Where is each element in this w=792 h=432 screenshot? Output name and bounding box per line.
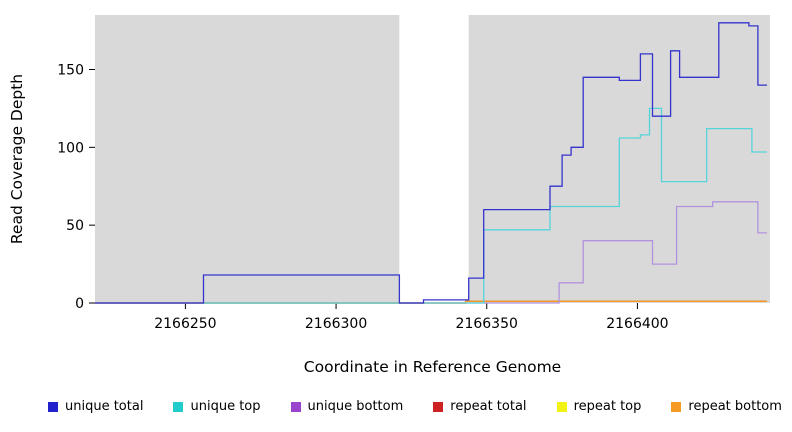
series-unique-total [95,22,767,304]
y-tick-label: 50 [66,218,84,234]
legend-swatch-icon [48,401,58,412]
legend-swatch-icon [556,401,567,412]
legend-item-repeat-top: repeat top [556,399,642,414]
legend-swatch-icon [290,401,301,412]
series-unique-bottom [95,201,767,304]
x-tick-label: 2166300 [305,316,367,332]
legend-label: repeat total [450,399,527,414]
chart-legend: unique total unique top unique bottom repea… [48,399,782,414]
legend-item-repeat-total: repeat total [433,399,527,414]
legend-swatch-icon [173,401,184,412]
legend-label: unique top [190,399,261,414]
legend-label: repeat bottom [688,399,782,414]
legend-item-unique-bottom: unique bottom [290,399,404,414]
legend-item-unique-top: unique top [173,399,261,414]
legend-label: unique total [65,399,144,414]
legend-item-repeat-bottom: repeat bottom [671,399,782,414]
legend-swatch-icon [671,401,682,412]
y-axis-title: Read Coverage Depth [8,74,26,244]
legend-swatch-icon [433,401,444,412]
y-tick-label: 150 [57,62,84,78]
legend-item-unique-total: unique total [48,399,143,414]
y-tick-label: 100 [57,140,84,156]
x-tick-label: 2166350 [456,316,518,332]
no-coverage-gap [399,15,469,303]
legend-label: unique bottom [307,399,404,414]
legend-label: repeat top [573,399,642,414]
series-unique-top [95,107,767,304]
x-axis-title: Coordinate in Reference Genome [304,358,561,376]
x-tick-label: 2166250 [154,316,216,332]
x-tick-label: 2166400 [606,316,668,332]
y-tick-label: 0 [75,296,84,312]
